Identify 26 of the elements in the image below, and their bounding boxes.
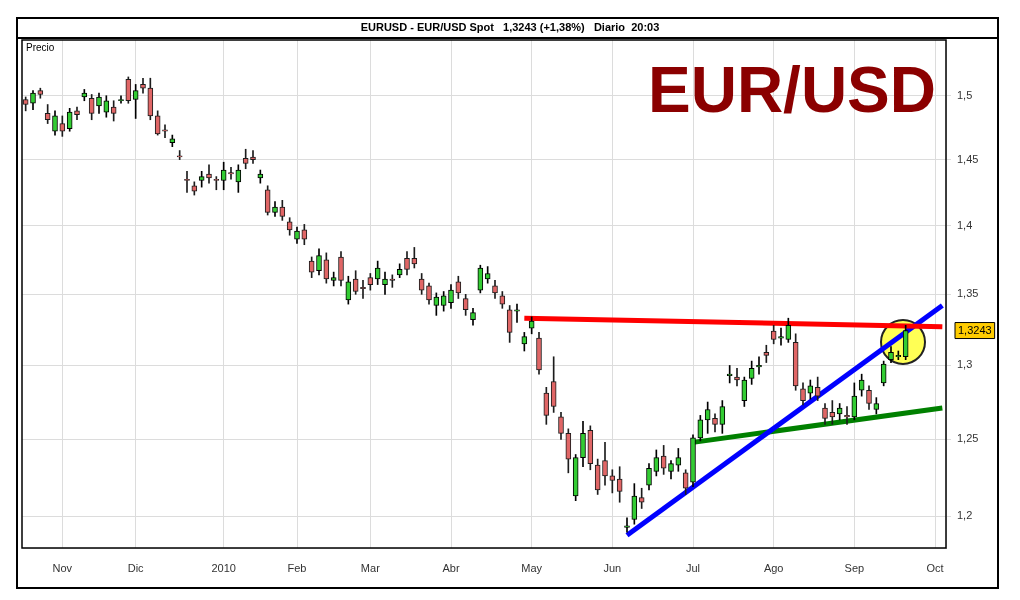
x-tick-label: Nov (52, 561, 73, 574)
chart-subtitle: EURUSD - EUR/USD Spot 1,3243 (+1,38%) Diario 20:03 (360, 21, 660, 34)
x-tick-label: Ago (763, 561, 784, 574)
y-tick-label: 1,35 (957, 287, 979, 300)
x-tick-label: Dic (127, 561, 145, 574)
y-tick-label: 1,5 (957, 88, 973, 101)
x-tick-label: Oct (926, 561, 944, 574)
y-axis-title: Precio (26, 41, 55, 53)
y-tick-label: 1,4 (957, 218, 973, 231)
x-tick-label: May (521, 561, 543, 574)
y-tick-label: 1,45 (957, 152, 979, 165)
x-tick-label: Feb (287, 561, 307, 574)
x-tick-label: Jun (603, 561, 622, 574)
x-tick-label: Sep (844, 561, 865, 574)
x-tick-label: Mar (360, 561, 381, 574)
candlestick (778, 327, 784, 346)
candlestick (162, 124, 168, 138)
y-tick-label: 1,3 (957, 358, 973, 371)
x-tick-label: Abr (442, 561, 460, 574)
y-tick-label: 1,25 (957, 432, 979, 445)
candlestick (228, 167, 234, 180)
text: 1,3243 (958, 323, 992, 336)
x-tick-label: 2010 (211, 561, 236, 574)
y-tick-label: 1,2 (957, 509, 973, 522)
x-tick-label: Jul (685, 561, 701, 574)
chart-title: EUR/USD (647, 54, 936, 126)
